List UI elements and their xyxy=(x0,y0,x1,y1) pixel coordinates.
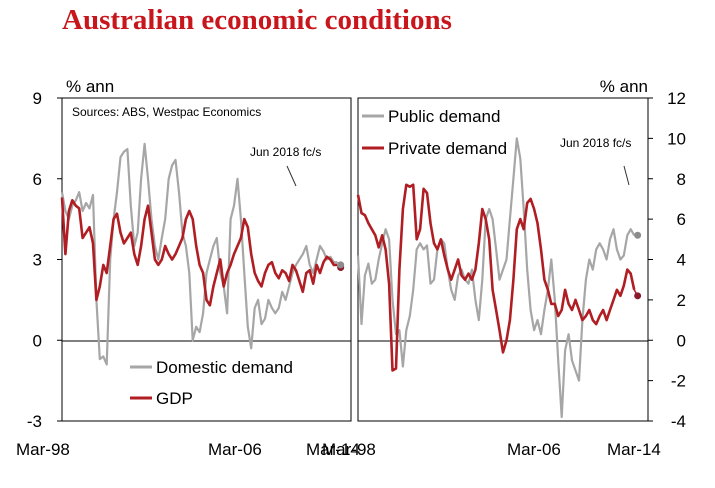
x-tick-label: Mar-06 xyxy=(208,440,262,459)
x-tick-label: Mar-14 xyxy=(306,440,360,459)
forecast-marker-private-demand xyxy=(634,292,642,300)
y-tick-label: 0 xyxy=(33,331,42,350)
right-x-axis-ticks: Mar-98 Mar-06 Mar-14 xyxy=(322,440,661,459)
x-tick-label: Mar-14 xyxy=(607,440,661,459)
left-annotation-pointer xyxy=(286,165,297,187)
y-tick-label: 4 xyxy=(677,251,686,270)
y-tick-label: 6 xyxy=(677,210,686,229)
forecast-marker-domestic-demand xyxy=(337,261,345,269)
y-tick-label: 8 xyxy=(677,170,686,189)
legend-label-domestic-demand: Domestic demand xyxy=(156,358,293,377)
source-note: Sources: ABS, Westpac Economics xyxy=(72,105,261,119)
left-y-axis-ticks: -3 0 3 6 9 xyxy=(27,89,62,431)
right-y-axis-label: % ann xyxy=(600,77,648,96)
legend-label-private-demand: Private demand xyxy=(388,139,507,158)
right-series-group xyxy=(356,137,642,419)
series-line-domestic-demand xyxy=(60,142,338,366)
y-tick-label: -2 xyxy=(671,372,686,391)
y-tick-label: 0 xyxy=(677,331,686,350)
left-annotation: Jun 2018 fc/s xyxy=(250,145,321,159)
x-tick-label: Mar-98 xyxy=(322,440,376,459)
left-y-axis-label: % ann xyxy=(66,77,114,96)
right-panel: -4 -2 0 2 4 6 8 10 12 Mar-98 Mar-06 Mar-14 % ann J… xyxy=(322,77,686,459)
series-line-gdp xyxy=(60,197,338,307)
right-annotation: Jun 2018 fc/s xyxy=(560,136,631,150)
y-tick-label: 10 xyxy=(667,129,686,148)
y-tick-label: -3 xyxy=(27,412,42,431)
x-tick-label: Mar-06 xyxy=(507,440,561,459)
forecast-marker-public-demand xyxy=(634,231,642,239)
series-line-private-demand xyxy=(356,183,636,372)
right-legend: Public demand Private demand xyxy=(362,107,507,158)
legend-label-gdp: GDP xyxy=(156,389,193,408)
left-legend: Domestic demand GDP xyxy=(130,358,293,408)
right-annotation-pointer xyxy=(623,165,630,186)
y-tick-label: -4 xyxy=(671,412,686,431)
y-tick-label: 9 xyxy=(33,89,42,108)
left-panel: -3 0 3 6 9 Mar-98 Mar-06 Mar-14 % ann Sources:… xyxy=(16,77,360,459)
x-tick-label: Mar-98 xyxy=(16,440,70,459)
legend-label-public-demand: Public demand xyxy=(388,107,500,126)
right-y-axis-ticks: -4 -2 0 2 4 6 8 10 12 xyxy=(648,89,686,431)
series-line-public-demand xyxy=(356,137,636,419)
y-tick-label: 3 xyxy=(33,251,42,270)
left-series-group xyxy=(60,142,345,366)
y-tick-label: 6 xyxy=(33,170,42,189)
y-tick-label: 12 xyxy=(667,89,686,108)
y-tick-label: 2 xyxy=(677,291,686,310)
chart-title: Australian economic conditions xyxy=(62,4,452,36)
left-x-axis-ticks: Mar-98 Mar-06 Mar-14 xyxy=(16,440,360,459)
